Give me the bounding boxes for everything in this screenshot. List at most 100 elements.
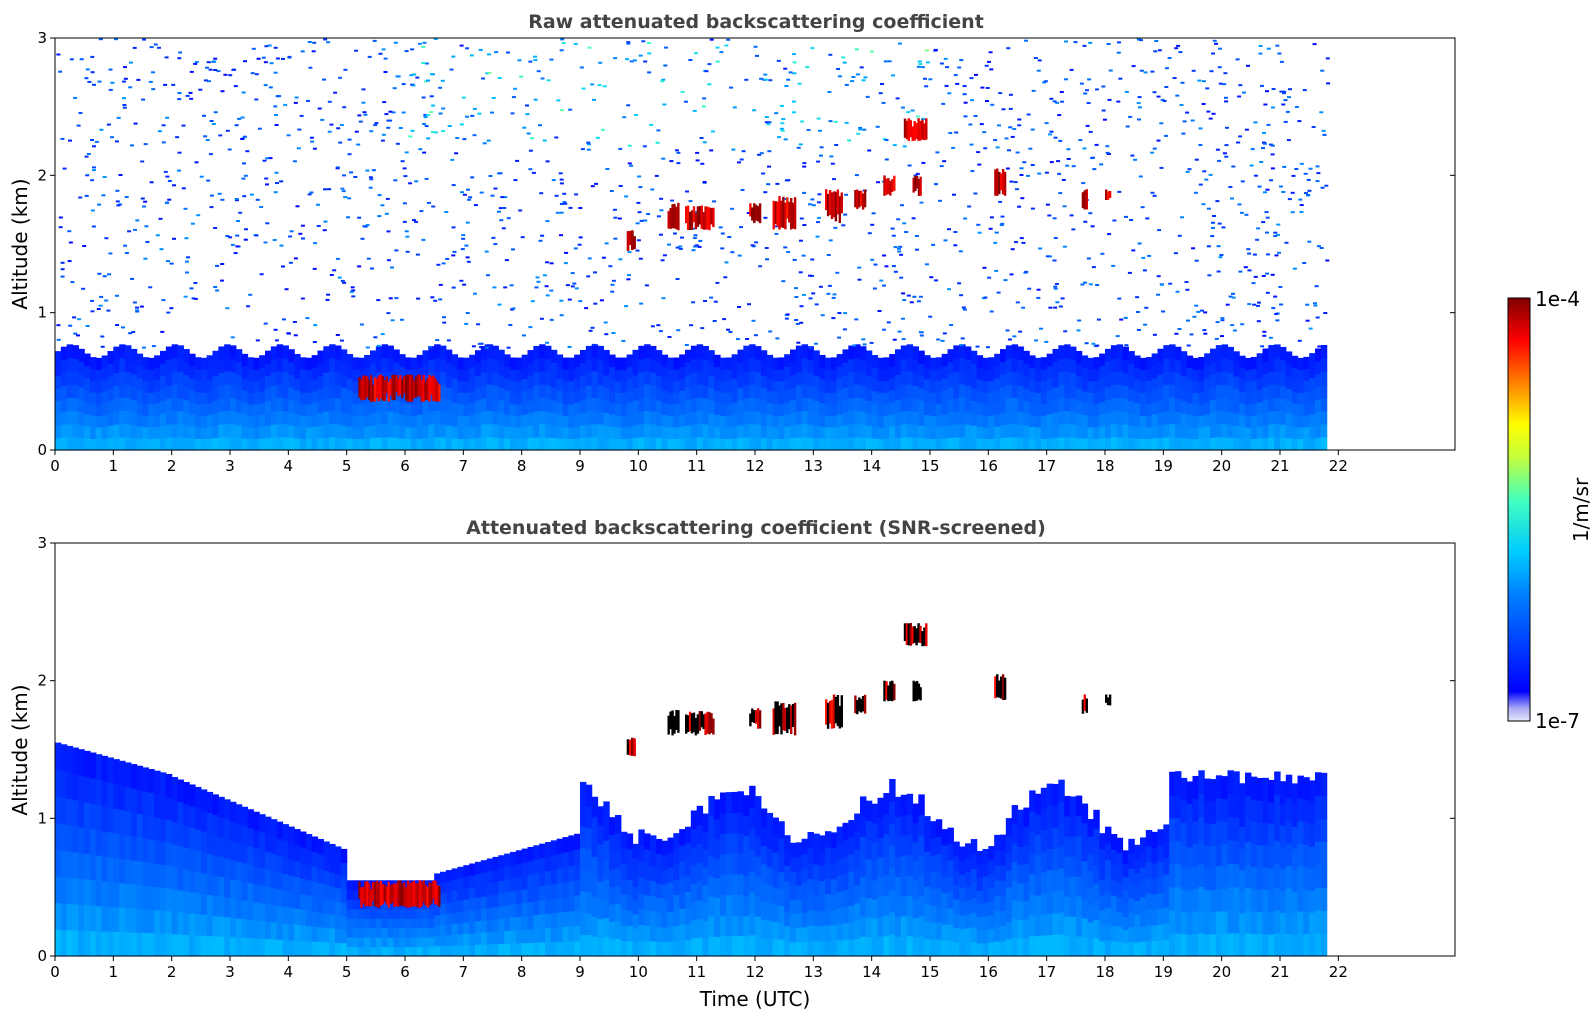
noise-speck	[1290, 191, 1295, 194]
heatmap-cell	[399, 402, 406, 415]
heatmap-image	[55, 543, 1328, 957]
heatmap-cell	[982, 889, 989, 904]
heatmap-cell	[574, 414, 581, 427]
heatmap-cell	[918, 350, 925, 364]
heatmap-cell	[982, 875, 989, 890]
noise-speck	[659, 197, 664, 200]
heatmap-cell	[889, 867, 896, 891]
heatmap-cell	[247, 392, 254, 405]
heatmap-cell	[1151, 353, 1159, 367]
heatmap-cell	[1005, 397, 1013, 412]
heatmap-cell	[685, 939, 692, 957]
heatmap-cell	[335, 901, 342, 916]
noise-speck	[545, 341, 550, 344]
heatmap-cell	[445, 424, 453, 439]
heatmap-cell	[457, 866, 464, 879]
heatmap-cell	[1256, 413, 1264, 427]
heatmap-cell	[941, 377, 949, 391]
heatmap-cell	[148, 357, 155, 370]
heatmap-cell	[294, 437, 301, 451]
noise-speck	[354, 49, 359, 52]
heatmap-cell	[1140, 426, 1147, 440]
cloud-cell	[860, 190, 863, 206]
heatmap-cell	[247, 438, 254, 451]
heatmap-cell	[136, 908, 144, 933]
noise-speck	[783, 67, 788, 70]
noise-speck	[501, 227, 506, 230]
x-tick-label: 0	[50, 457, 60, 475]
noise-speck	[1185, 170, 1190, 173]
heatmap-cell	[1011, 357, 1019, 372]
noise-speck	[976, 223, 981, 226]
heatmap-cell	[160, 864, 167, 888]
heatmap-cell	[311, 390, 319, 404]
noise-speck	[649, 123, 654, 126]
noise-speck	[1288, 88, 1292, 91]
heatmap-cell	[1116, 357, 1124, 372]
noise-speck	[279, 244, 284, 247]
heatmap-cell	[463, 876, 470, 889]
heatmap-cell	[615, 850, 622, 869]
heatmap-cell	[819, 850, 826, 867]
heatmap-cell	[667, 438, 674, 451]
heatmap-cell	[165, 842, 173, 866]
heatmap-cell	[1005, 436, 1013, 451]
heatmap-cell	[696, 880, 704, 901]
heatmap-cell	[445, 945, 453, 957]
noise-speck	[1039, 327, 1043, 330]
noise-speck	[1231, 296, 1236, 299]
heatmap-cell	[685, 424, 692, 439]
heatmap-cell	[1192, 392, 1199, 405]
heatmap-cell	[95, 754, 103, 781]
noise-speck	[987, 60, 991, 63]
heatmap-cell	[638, 371, 645, 386]
heatmap-cell	[830, 909, 838, 926]
heatmap-cell	[171, 866, 179, 890]
heatmap-cell	[247, 368, 254, 382]
heatmap-cell	[574, 354, 581, 368]
heatmap-cell	[924, 938, 931, 957]
noise-speck	[70, 281, 75, 284]
heatmap-cell	[527, 887, 534, 903]
noise-speck	[921, 117, 926, 120]
heatmap-cell	[720, 874, 727, 896]
noise-speck	[539, 317, 544, 320]
noise-speck	[1211, 52, 1215, 55]
noise-speck	[538, 239, 543, 242]
heatmap-cell	[1040, 380, 1048, 393]
heatmap-cell	[965, 372, 972, 386]
heatmap-cell	[696, 862, 704, 882]
noise-speck	[1087, 78, 1092, 81]
heatmap-cell	[335, 942, 342, 957]
heatmap-cell	[568, 369, 575, 382]
noise-speck	[383, 71, 388, 73]
heatmap-cell	[469, 944, 476, 957]
heatmap-cell	[422, 927, 429, 938]
noise-speck	[169, 307, 174, 310]
heatmap-cell	[329, 927, 336, 943]
noise-speck	[1253, 121, 1258, 124]
noise-speck	[1268, 336, 1273, 339]
noise-speck	[377, 215, 382, 218]
noise-speck	[660, 80, 665, 83]
noise-speck	[68, 324, 73, 327]
cloud-cell	[389, 378, 392, 396]
heatmap-cell	[1157, 386, 1164, 400]
noise-speck	[811, 204, 816, 207]
heatmap-cell	[171, 410, 179, 425]
heatmap-cell	[1105, 424, 1112, 438]
heatmap-cell	[591, 383, 599, 398]
heatmap-cell	[842, 374, 849, 388]
heatmap-cell	[405, 908, 412, 919]
heatmap-cell	[504, 390, 511, 403]
heatmap-cell	[475, 362, 482, 376]
noise-speck	[1237, 203, 1242, 206]
heatmap-cell	[346, 354, 354, 367]
heatmap-cell	[148, 792, 155, 817]
heatmap-cell	[760, 919, 768, 939]
heatmap-cell	[620, 426, 628, 440]
heatmap-cell	[871, 879, 879, 900]
noise-speck	[1007, 338, 1012, 341]
heatmap-cell	[498, 930, 505, 945]
heatmap-cell	[206, 438, 214, 451]
